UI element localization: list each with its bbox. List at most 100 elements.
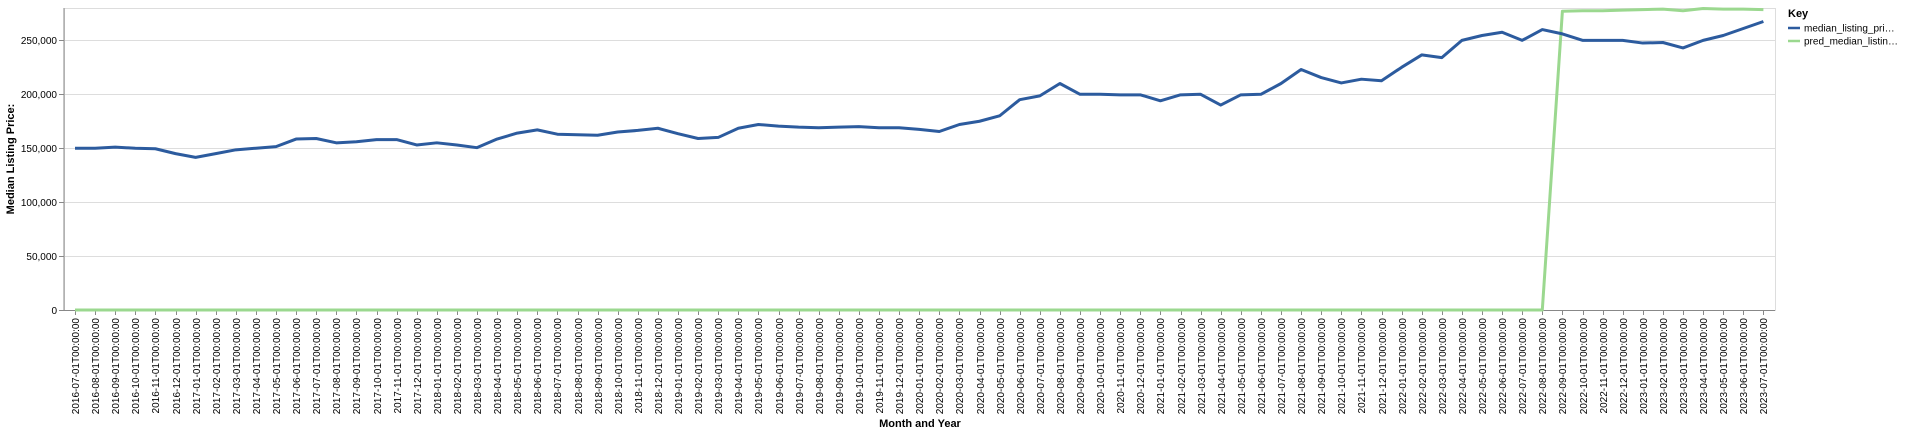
x-tick-label: 2022-01-01T00:00:00 xyxy=(1398,318,1409,415)
x-tick-label: 2022-11-01T00:00:00 xyxy=(1599,318,1610,414)
x-tick-label: 2018-11-01T00:00:00 xyxy=(634,318,645,414)
x-tick-label: 2020-07-01T00:00:00 xyxy=(1036,318,1047,415)
x-tick-label: 2021-02-01T00:00:00 xyxy=(1177,318,1188,415)
x-tick-label: 2022-03-01T00:00:00 xyxy=(1438,318,1449,415)
x-tick-label: 2018-10-01T00:00:00 xyxy=(614,318,625,415)
x-tick-label: 2018-04-01T00:00:00 xyxy=(493,318,504,415)
x-tick-label: 2020-01-01T00:00:00 xyxy=(915,318,926,415)
y-axis: 0 50,000 100,000 150,000 200,000 250,000 xyxy=(21,8,65,317)
x-tick-label: 2021-10-01T00:00:00 xyxy=(1337,318,1348,415)
x-tick-label: 2020-06-01T00:00:00 xyxy=(1016,318,1027,415)
x-tick-label: 2022-09-01T00:00:00 xyxy=(1558,318,1569,415)
legend-label-1: pred_median_listin… xyxy=(1804,37,1898,48)
y-tick-label: 100,000 xyxy=(21,198,58,209)
y-tick-label: 50,000 xyxy=(26,252,57,263)
plot-frame xyxy=(64,8,1776,311)
x-tick-label: 2019-10-01T00:00:00 xyxy=(855,318,866,415)
x-tick-label: 2019-05-01T00:00:00 xyxy=(754,318,765,415)
x-tick-label: 2021-12-01T00:00:00 xyxy=(1378,318,1389,415)
x-axis: 2016-07-01T00:00:00 2016-08-01T00:00:00 20… xyxy=(64,310,1775,414)
x-tick-label: 2021-09-01T00:00:00 xyxy=(1317,318,1328,415)
x-tick-label: 2019-03-01T00:00:00 xyxy=(714,318,725,415)
x-tick-label: 2018-12-01T00:00:00 xyxy=(654,318,665,415)
y-tick-label: 150,000 xyxy=(21,144,58,155)
x-tick-label: 2023-01-01T00:00:00 xyxy=(1639,318,1650,415)
x-tick-label: 2017-08-01T00:00:00 xyxy=(332,318,343,415)
x-tick-label: 2019-08-01T00:00:00 xyxy=(815,318,826,415)
x-tick-label: 2023-07-01T00:00:00 xyxy=(1759,318,1770,415)
x-tick-label: 2017-07-01T00:00:00 xyxy=(312,318,323,415)
x-tick-label: 2016-08-01T00:00:00 xyxy=(91,318,102,415)
x-tick-label: 2019-01-01T00:00:00 xyxy=(674,318,685,415)
x-tick-label: 2018-05-01T00:00:00 xyxy=(513,318,524,415)
x-tick-label: 2017-03-01T00:00:00 xyxy=(232,318,243,415)
x-tick-label: 2018-02-01T00:00:00 xyxy=(453,318,464,415)
x-tick-label: 2017-06-01T00:00:00 xyxy=(292,318,303,415)
x-tick-label: 2018-07-01T00:00:00 xyxy=(553,318,564,415)
x-tick-label: 2022-07-01T00:00:00 xyxy=(1518,318,1529,415)
x-tick-label: 2023-06-01T00:00:00 xyxy=(1739,318,1750,415)
x-tick-label: 2022-06-01T00:00:00 xyxy=(1498,318,1509,415)
series-lines xyxy=(75,7,1764,312)
x-tick-label: 2022-05-01T00:00:00 xyxy=(1478,318,1489,415)
x-tick-label: 2017-02-01T00:00:00 xyxy=(212,318,223,415)
x-tick-label: 2020-03-01T00:00:00 xyxy=(955,318,966,415)
x-tick-label: 2022-08-01T00:00:00 xyxy=(1538,318,1549,415)
x-tick-label: 2022-02-01T00:00:00 xyxy=(1418,318,1429,415)
x-tick-label: 2016-10-01T00:00:00 xyxy=(131,318,142,415)
x-tick-label: 2020-04-01T00:00:00 xyxy=(976,318,987,415)
x-tick-label: 2023-05-01T00:00:00 xyxy=(1719,318,1730,415)
legend-label-0: median_listing_pri… xyxy=(1804,24,1895,35)
x-tick-label: 2021-01-01T00:00:00 xyxy=(1156,318,1167,415)
x-tick-label: 2023-04-01T00:00:00 xyxy=(1699,318,1710,415)
x-tick-label: 2019-11-01T00:00:00 xyxy=(875,318,886,414)
x-tick-label: 2021-08-01T00:00:00 xyxy=(1297,318,1308,415)
x-tick-label: 2016-12-01T00:00:00 xyxy=(172,318,183,415)
series-line-1 xyxy=(75,7,1764,312)
x-tick-label: 2018-06-01T00:00:00 xyxy=(533,318,544,415)
x-tick-label: 2023-03-01T00:00:00 xyxy=(1679,318,1690,415)
x-tick-label: 2019-07-01T00:00:00 xyxy=(795,318,806,415)
x-tick-label: 2021-03-01T00:00:00 xyxy=(1197,318,1208,415)
x-tick-label: 2019-12-01T00:00:00 xyxy=(895,318,906,415)
x-tick-label: 2021-07-01T00:00:00 xyxy=(1277,318,1288,415)
x-tick-label: 2020-08-01T00:00:00 xyxy=(1056,318,1067,415)
x-tick-label: 2021-06-01T00:00:00 xyxy=(1257,318,1268,415)
x-tick-label: 2018-01-01T00:00:00 xyxy=(433,318,444,415)
y-axis-title: Median Listing Price: xyxy=(5,104,17,215)
x-tick-label: 2016-11-01T00:00:00 xyxy=(151,318,162,414)
x-tick-label: 2021-11-01T00:00:00 xyxy=(1357,318,1368,414)
x-tick-label: 2019-04-01T00:00:00 xyxy=(734,318,745,415)
x-tick-label: 2020-05-01T00:00:00 xyxy=(996,318,1007,415)
x-tick-label: 2022-12-01T00:00:00 xyxy=(1619,318,1630,415)
x-tick-label: 2017-11-01T00:00:00 xyxy=(393,318,404,414)
x-tick-label: 2017-04-01T00:00:00 xyxy=(252,318,263,415)
x-tick-label: 2017-05-01T00:00:00 xyxy=(272,318,283,415)
x-tick-label: 2020-11-01T00:00:00 xyxy=(1116,318,1127,414)
x-tick-label: 2020-02-01T00:00:00 xyxy=(935,318,946,415)
legend-title: Key xyxy=(1788,8,1809,20)
x-tick-label: 2016-09-01T00:00:00 xyxy=(111,318,122,415)
x-tick-label: 2017-09-01T00:00:00 xyxy=(352,318,363,415)
y-tick-label: 250,000 xyxy=(21,36,58,47)
x-tick-label: 2020-09-01T00:00:00 xyxy=(1076,318,1087,415)
x-tick-label: 2022-10-01T00:00:00 xyxy=(1579,318,1590,415)
x-tick-label: 2021-05-01T00:00:00 xyxy=(1237,318,1248,415)
y-tick-label: 0 xyxy=(51,306,57,317)
y-tick-label: 200,000 xyxy=(21,90,58,101)
x-axis-title: Month and Year xyxy=(879,418,961,430)
x-tick-label: 2017-10-01T00:00:00 xyxy=(373,318,384,415)
x-tick-label: 2020-12-01T00:00:00 xyxy=(1136,318,1147,415)
x-tick-label: 2020-10-01T00:00:00 xyxy=(1096,318,1107,415)
x-tick-label: 2022-04-01T00:00:00 xyxy=(1458,318,1469,415)
x-tick-label: 2018-08-01T00:00:00 xyxy=(574,318,585,415)
x-tick-label: 2018-09-01T00:00:00 xyxy=(594,318,605,415)
x-tick-label: 2023-02-01T00:00:00 xyxy=(1659,318,1670,415)
x-tick-label: 2017-01-01T00:00:00 xyxy=(192,318,203,415)
x-tick-label: 2016-07-01T00:00:00 xyxy=(71,318,82,415)
x-tick-label: 2019-02-01T00:00:00 xyxy=(694,318,705,415)
x-tick-label: 2018-03-01T00:00:00 xyxy=(473,318,484,415)
x-tick-label: 2017-12-01T00:00:00 xyxy=(413,318,424,415)
x-tick-label: 2019-09-01T00:00:00 xyxy=(835,318,846,415)
